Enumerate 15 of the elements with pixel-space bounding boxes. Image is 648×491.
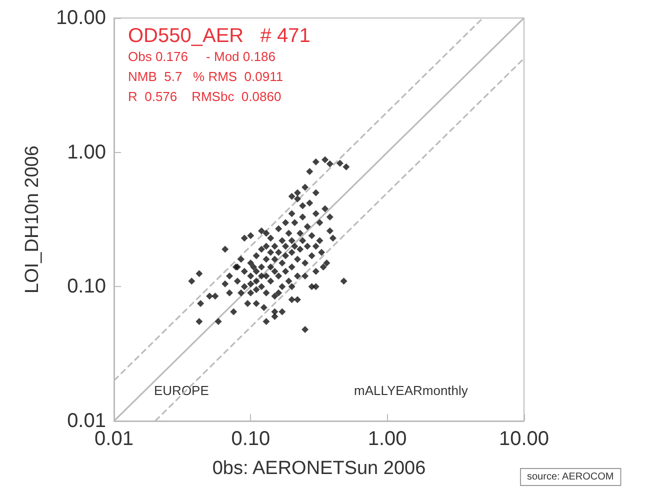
x-axis-title: 0bs: AERONETSun 2006 <box>212 458 426 479</box>
annotation: OD550_AER # 471 <box>128 25 310 47</box>
annotation: R 0.576 RMSbc 0.0860 <box>128 89 282 104</box>
x-tick-label: 1.00 <box>368 428 407 450</box>
annotation: EUROPE <box>154 383 210 398</box>
x-tick-label: 10.00 <box>498 428 550 450</box>
annotation: mALLYEARmonthly <box>354 383 468 398</box>
y-tick-label: 0.10 <box>67 276 106 298</box>
y-tick-label: 10.00 <box>56 7 106 29</box>
annotation: NMB 5.7 % RMS 0.0911 <box>128 69 284 84</box>
annotation: Obs 0.176 - Mod 0.186 <box>128 49 276 64</box>
source-note: source: AEROCOM <box>527 472 614 482</box>
x-tick-label: 0.10 <box>231 428 270 450</box>
y-tick-label: 1.00 <box>67 141 106 164</box>
y-axis-title: LOI_DH10n 2006 <box>22 146 43 294</box>
